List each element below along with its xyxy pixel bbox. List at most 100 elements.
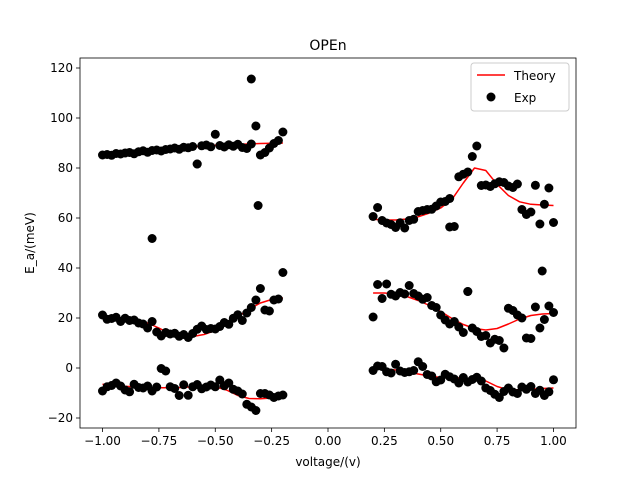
- exp-point: [544, 301, 554, 311]
- exp-point: [237, 389, 247, 399]
- exp-point: [377, 294, 387, 303]
- theory-line-segment-3: [373, 167, 554, 221]
- exp-point: [192, 159, 202, 169]
- exp-point: [143, 323, 153, 333]
- exp-point: [549, 308, 558, 317]
- legend-theory-label: Theory: [513, 69, 556, 83]
- exp-point: [544, 387, 554, 397]
- exp-point: [463, 167, 473, 177]
- y-tick-label: 60: [58, 211, 73, 225]
- x-tick-label: −0.50: [197, 434, 234, 448]
- legend-exp-label: Exp: [514, 91, 536, 105]
- exp-point: [147, 234, 157, 243]
- exp-point: [278, 268, 288, 277]
- y-axis-label: E_a/(meV): [23, 212, 37, 274]
- exp-point: [161, 366, 171, 376]
- exp-point: [210, 382, 220, 392]
- exp-point: [251, 295, 261, 305]
- exp-point: [206, 142, 216, 152]
- exp-point: [445, 194, 455, 203]
- y-tick-label: 20: [58, 311, 73, 325]
- legend: Theory Exp: [470, 62, 570, 112]
- exp-point: [526, 334, 536, 343]
- exp-point: [255, 284, 265, 293]
- exp-point: [400, 289, 410, 299]
- exp-point: [422, 293, 432, 302]
- x-tick-label: −0.25: [253, 434, 290, 448]
- exp-point: [210, 129, 220, 139]
- exp-point: [445, 222, 455, 232]
- exp-series: [98, 74, 558, 415]
- exp-point: [517, 313, 527, 323]
- x-tick-label: 0.25: [371, 434, 398, 448]
- exp-point: [409, 214, 419, 224]
- y-tick-label: 0: [65, 361, 73, 375]
- y-tick-label: −20: [48, 411, 73, 425]
- exp-point: [539, 315, 549, 324]
- y-tick-label: 120: [50, 61, 73, 75]
- exp-point: [373, 203, 383, 212]
- exp-point: [253, 201, 263, 210]
- exp-point: [400, 223, 410, 233]
- exp-point: [409, 366, 419, 375]
- exp-point: [537, 266, 547, 276]
- exp-point: [251, 406, 261, 415]
- exp-point: [278, 127, 288, 137]
- exp-point: [273, 136, 283, 145]
- exp-point: [535, 323, 545, 333]
- exp-point: [404, 281, 414, 290]
- exp-point: [382, 279, 392, 289]
- chart-title: OPEn: [309, 38, 346, 54]
- exp-point: [463, 287, 473, 296]
- exp-point: [512, 389, 522, 398]
- exp-point: [544, 183, 554, 193]
- legend-exp-swatch: [486, 92, 496, 102]
- exp-point: [530, 180, 540, 190]
- y-tick-label: 100: [50, 111, 73, 125]
- y-tick-label: 40: [58, 261, 73, 275]
- exp-point: [467, 152, 477, 161]
- exp-point: [373, 280, 383, 289]
- exp-point: [368, 312, 378, 322]
- exp-point: [391, 359, 401, 369]
- x-tick-label: 1.00: [540, 434, 567, 448]
- exp-point: [264, 306, 274, 316]
- exp-point: [530, 302, 540, 312]
- exp-point: [188, 142, 198, 151]
- exp-point: [147, 317, 157, 326]
- exp-point: [174, 391, 184, 400]
- exp-point: [526, 382, 536, 391]
- exp-point: [183, 390, 193, 400]
- exp-point: [251, 121, 261, 131]
- exp-point: [246, 139, 256, 149]
- exp-point: [273, 294, 283, 304]
- exp-point: [125, 387, 135, 397]
- x-tick-label: −1.00: [84, 434, 121, 448]
- exp-point: [481, 331, 491, 340]
- x-axis-label: voltage/(v): [295, 455, 360, 469]
- exp-point: [499, 343, 509, 353]
- exp-point: [539, 199, 549, 209]
- exp-point: [535, 219, 545, 229]
- exp-point: [494, 336, 504, 345]
- exp-point: [431, 303, 441, 312]
- y-axis: −20 0 20 40 60 80 100 120: [48, 61, 80, 425]
- exp-point: [170, 384, 180, 393]
- exp-point: [512, 179, 522, 189]
- exp-point: [179, 380, 189, 390]
- exp-point: [224, 378, 234, 388]
- exp-point: [526, 207, 536, 217]
- exp-point: [418, 362, 428, 371]
- exp-point: [386, 368, 396, 378]
- exp-point: [237, 316, 247, 325]
- x-tick-label: 0.00: [315, 434, 342, 448]
- exp-point: [476, 376, 486, 386]
- x-tick-label: 0.75: [484, 434, 511, 448]
- x-axis: −1.00 −0.75 −0.50 −0.25 0.00 0.25 0.50 0.75 1.00: [84, 428, 567, 448]
- exp-point: [549, 375, 558, 385]
- exp-point: [549, 218, 558, 227]
- exp-point: [458, 328, 468, 337]
- plot-area: [98, 74, 558, 415]
- exp-point: [368, 212, 378, 221]
- exp-point: [246, 74, 256, 84]
